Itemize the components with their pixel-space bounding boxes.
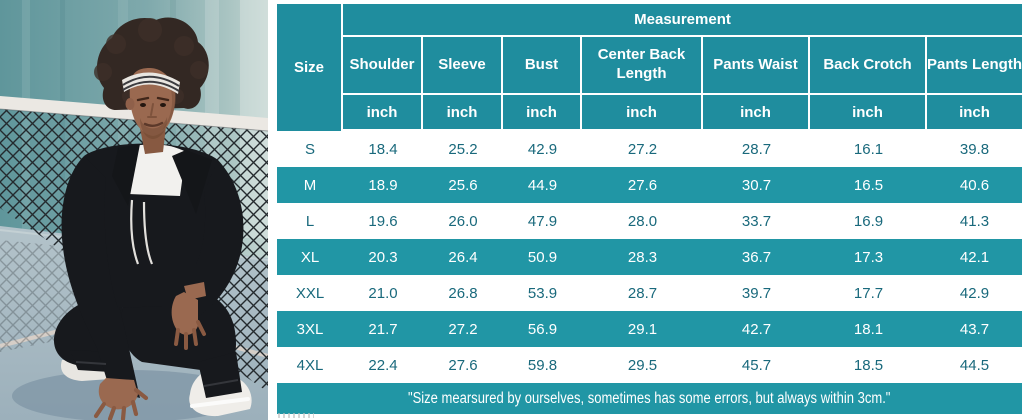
unit-label: inch xyxy=(927,95,1023,131)
headband xyxy=(122,72,180,94)
size-label: XL xyxy=(277,239,343,275)
size-label: 4XL xyxy=(277,347,343,383)
cell: 22.4 xyxy=(343,347,423,383)
measurement-header: Measurement xyxy=(343,4,1023,37)
size-row-3xl: 3XL 21.7 27.2 56.9 29.1 42.7 18.1 43.7 xyxy=(277,311,1023,347)
cell: 18.4 xyxy=(343,131,423,167)
size-row-s: S 18.4 25.2 42.9 27.2 28.7 16.1 39.8 xyxy=(277,131,1023,167)
cell: 42.7 xyxy=(703,311,810,347)
size-chart-panel: Size Measurement Shoulder Sleeve Bust Ce… xyxy=(277,4,1023,414)
cell: 21.0 xyxy=(343,275,423,311)
cell: 40.6 xyxy=(927,167,1023,203)
col-header-pants-length: Pants Length xyxy=(927,37,1023,95)
cell: 42.9 xyxy=(927,275,1023,311)
cell: 26.8 xyxy=(423,275,503,311)
cell: 44.9 xyxy=(503,167,582,203)
cell: 27.6 xyxy=(423,347,503,383)
size-label: 3XL xyxy=(277,311,343,347)
cell: 18.9 xyxy=(343,167,423,203)
cell: 17.7 xyxy=(810,275,927,311)
cell: 56.9 xyxy=(503,311,582,347)
cell: 41.3 xyxy=(927,203,1023,239)
cell: 21.7 xyxy=(343,311,423,347)
cell: 39.7 xyxy=(703,275,810,311)
cell: 28.3 xyxy=(582,239,703,275)
col-header-shoulder: Shoulder xyxy=(343,37,423,95)
cell: 53.9 xyxy=(503,275,582,311)
disclaimer-row: "Size mearsured by ourselves, sometimes … xyxy=(277,383,1023,414)
measurement-title-row: Size Measurement xyxy=(277,4,1023,131)
col-header-center-back-length: Center Back Length xyxy=(582,37,703,95)
col-header-pants-waist: Pants Waist xyxy=(703,37,810,95)
drawstrings xyxy=(130,199,154,265)
cell: 25.6 xyxy=(423,167,503,203)
unit-label: inch xyxy=(423,95,503,131)
col-header-back-crotch: Back Crotch xyxy=(810,37,927,95)
cell: 29.1 xyxy=(582,311,703,347)
cell: 30.7 xyxy=(703,167,810,203)
unit-label: inch xyxy=(582,95,703,131)
size-row-l: L 19.6 26.0 47.9 28.0 33.7 16.9 41.3 xyxy=(277,203,1023,239)
cell: 27.2 xyxy=(582,131,703,167)
unit-row: inch inch inch inch inch inch inch xyxy=(277,95,1023,131)
size-row-xl: XL 20.3 26.4 50.9 28.3 36.7 17.3 42.1 xyxy=(277,239,1023,275)
cell: 42.1 xyxy=(927,239,1023,275)
size-label: M xyxy=(277,167,343,203)
cell: 59.8 xyxy=(503,347,582,383)
product-photo-illustration xyxy=(0,0,268,420)
unit-label: inch xyxy=(343,95,423,131)
cell: 36.7 xyxy=(703,239,810,275)
cell: 25.2 xyxy=(423,131,503,167)
size-row-xxl: XXL 21.0 26.8 53.9 28.7 39.7 17.7 42.9 xyxy=(277,275,1023,311)
cell: 29.5 xyxy=(582,347,703,383)
cropped-watermark-artifact xyxy=(278,413,314,418)
unit-label: inch xyxy=(810,95,927,131)
model-head xyxy=(94,17,209,154)
size-label: XXL xyxy=(277,275,343,311)
cell: 19.6 xyxy=(343,203,423,239)
ground-hand xyxy=(93,378,149,420)
cell: 18.5 xyxy=(810,347,927,383)
col-header-sleeve: Sleeve xyxy=(423,37,503,95)
unit-label: inch xyxy=(703,95,810,131)
cell: 16.5 xyxy=(810,167,927,203)
cell: 26.0 xyxy=(423,203,503,239)
cell: 45.7 xyxy=(703,347,810,383)
cell: 26.4 xyxy=(423,239,503,275)
cell: 39.8 xyxy=(927,131,1023,167)
cell: 20.3 xyxy=(343,239,423,275)
cell: 16.9 xyxy=(810,203,927,239)
cell: 42.9 xyxy=(503,131,582,167)
column-header-row: Shoulder Sleeve Bust Center Back Length … xyxy=(277,37,1023,95)
cell: 17.3 xyxy=(810,239,927,275)
col-header-bust: Bust xyxy=(503,37,582,95)
cell: 28.7 xyxy=(582,275,703,311)
cell: 44.5 xyxy=(927,347,1023,383)
cell: 28.0 xyxy=(582,203,703,239)
size-row-4xl: 4XL 22.4 27.6 59.8 29.5 45.7 18.5 44.5 xyxy=(277,347,1023,383)
disclaimer: "Size mearsured by ourselves, sometimes … xyxy=(277,383,1023,414)
cell: 50.9 xyxy=(503,239,582,275)
cell: 33.7 xyxy=(703,203,810,239)
hanging-hand xyxy=(171,282,206,350)
disclaimer-text: "Size mearsured by ourselves, sometimes … xyxy=(408,389,891,407)
size-column-header: Size xyxy=(277,4,343,131)
unit-label: inch xyxy=(503,95,582,131)
size-label: L xyxy=(277,203,343,239)
size-label: S xyxy=(277,131,343,167)
cell: 16.1 xyxy=(810,131,927,167)
cell: 27.2 xyxy=(423,311,503,347)
model-figure xyxy=(12,17,252,420)
cell: 47.9 xyxy=(503,203,582,239)
cell: 28.7 xyxy=(703,131,810,167)
product-photo xyxy=(0,0,268,420)
cell: 27.6 xyxy=(582,167,703,203)
cell: 18.1 xyxy=(810,311,927,347)
size-row-m: M 18.9 25.6 44.9 27.6 30.7 16.5 40.6 xyxy=(277,167,1023,203)
size-chart-table: Size Measurement Shoulder Sleeve Bust Ce… xyxy=(277,4,1023,414)
cell: 43.7 xyxy=(927,311,1023,347)
